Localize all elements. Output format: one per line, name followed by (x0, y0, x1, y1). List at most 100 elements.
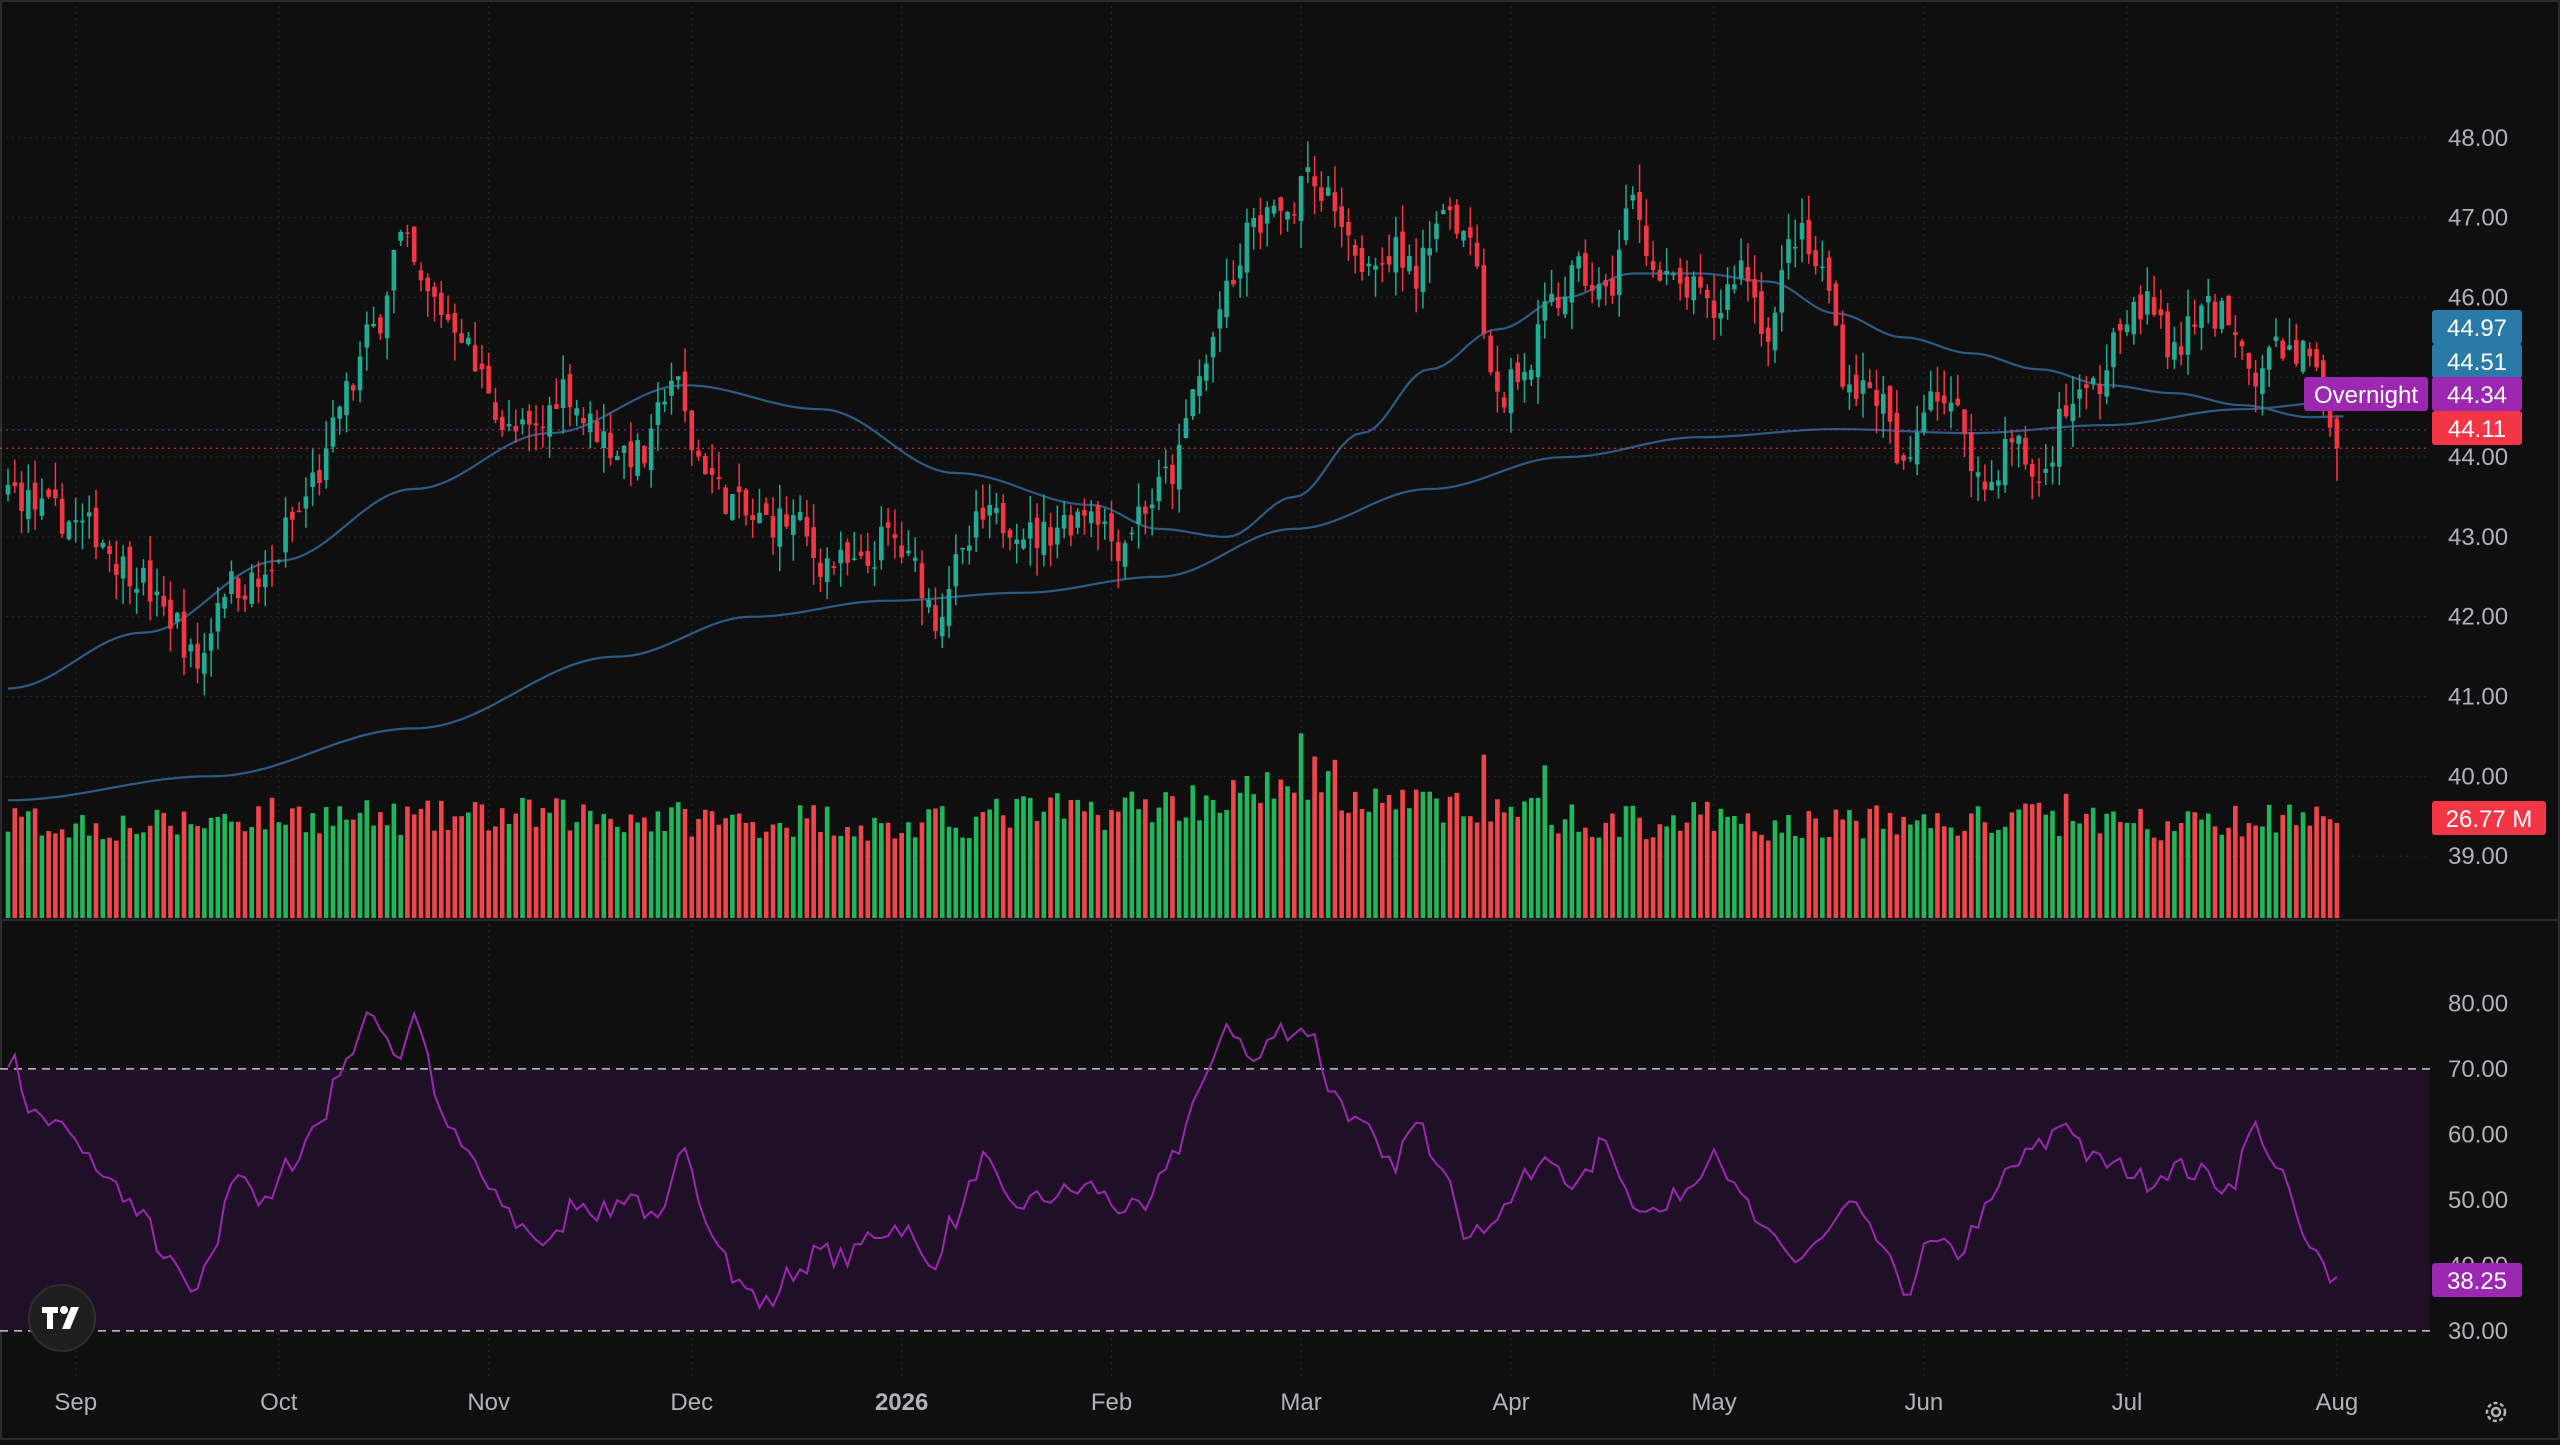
candle-body[interactable] (1143, 506, 1148, 514)
candle-body[interactable] (425, 277, 431, 292)
volume-bar[interactable] (912, 837, 918, 918)
volume-bar[interactable] (1102, 829, 1108, 918)
candle-body[interactable] (1969, 432, 1974, 472)
candle-body[interactable] (1941, 395, 1947, 404)
candle-body[interactable] (1183, 418, 1189, 439)
candle-body[interactable] (161, 595, 167, 607)
volume-bar[interactable] (2226, 827, 2231, 918)
candle-body[interactable] (730, 494, 735, 520)
candle-body[interactable] (926, 600, 932, 608)
volume-bar[interactable] (1468, 816, 1473, 918)
candle-body[interactable] (513, 426, 519, 432)
volume-bar[interactable] (526, 799, 532, 918)
candle-body[interactable] (310, 472, 315, 487)
candle-body[interactable] (872, 567, 877, 569)
candle-body[interactable] (459, 333, 464, 343)
volume-bar[interactable] (1948, 827, 1954, 918)
volume-bar[interactable] (26, 811, 31, 918)
volume-bar[interactable] (1623, 806, 1629, 918)
candle-body[interactable] (1495, 371, 1500, 392)
volume-bar[interactable] (1258, 802, 1263, 918)
volume-bar[interactable] (1095, 815, 1101, 918)
candle-body[interactable] (1982, 481, 1988, 490)
volume-bar[interactable] (953, 827, 959, 918)
volume-bar[interactable] (168, 825, 173, 918)
volume-bar[interactable] (93, 823, 99, 918)
volume-bar[interactable] (1718, 808, 1724, 918)
volume-bar[interactable] (2239, 836, 2245, 918)
volume-bar[interactable] (1738, 823, 1744, 918)
candle-body[interactable] (1644, 225, 1649, 257)
candle-body[interactable] (2138, 294, 2143, 320)
candle-body[interactable] (1772, 312, 1778, 351)
volume-bar[interactable] (2029, 804, 2035, 918)
volume-bar[interactable] (459, 816, 464, 918)
candle-body[interactable] (1576, 256, 1581, 269)
volume-bar[interactable] (1386, 794, 1392, 918)
candle-body[interactable] (1122, 543, 1128, 567)
volume-bar[interactable] (452, 816, 458, 918)
volume-bar[interactable] (1786, 815, 1791, 918)
volume-bar[interactable] (1420, 791, 1426, 918)
volume-bar[interactable] (1346, 812, 1351, 918)
candle-body[interactable] (195, 643, 200, 669)
volume-bar[interactable] (615, 827, 620, 918)
candle-body[interactable] (1088, 511, 1094, 524)
candle-body[interactable] (716, 477, 722, 480)
candle-body[interactable] (384, 295, 390, 339)
candle-body[interactable] (851, 558, 857, 560)
candle-body[interactable] (1996, 480, 2001, 486)
volume-bar[interactable] (1461, 816, 1466, 918)
candle-body[interactable] (1711, 300, 1717, 318)
ma-slow-line[interactable] (8, 400, 2344, 802)
candle-body[interactable] (1671, 273, 1676, 276)
volume-bar[interactable] (1596, 837, 1602, 918)
volume-bar[interactable] (791, 836, 796, 918)
volume-bar[interactable] (1000, 815, 1006, 918)
candle-body[interactable] (1657, 269, 1663, 281)
volume-bar[interactable] (973, 816, 979, 918)
candle-body[interactable] (1481, 265, 1487, 335)
candle-body[interactable] (2145, 291, 2150, 315)
volume-bar[interactable] (1989, 832, 1994, 918)
candle-body[interactable] (960, 547, 965, 550)
volume-bar[interactable] (2165, 821, 2170, 918)
candle-body[interactable] (2280, 340, 2286, 359)
candle-body[interactable] (120, 556, 126, 579)
volume-bar[interactable] (1840, 819, 1845, 918)
volume-bar[interactable] (1759, 834, 1764, 918)
volume-bar[interactable] (493, 826, 498, 918)
candle-body[interactable] (1535, 324, 1541, 378)
candle-body[interactable] (2084, 384, 2089, 389)
candle-body[interactable] (378, 317, 383, 334)
candle-body[interactable] (398, 231, 403, 241)
volume-bar[interactable] (2300, 812, 2306, 918)
volume-bar[interactable] (1867, 808, 1873, 918)
volume-bar[interactable] (1224, 810, 1229, 918)
candle-body[interactable] (2002, 438, 2008, 486)
volume-bar[interactable] (723, 818, 728, 918)
candle-body[interactable] (2178, 346, 2184, 355)
volume-bar[interactable] (1447, 796, 1453, 918)
volume-bar[interactable] (560, 799, 566, 918)
candle-body[interactable] (1319, 187, 1324, 201)
volume-bar[interactable] (2009, 812, 2015, 918)
volume-bar[interactable] (1143, 799, 1148, 918)
volume-bar[interactable] (53, 833, 58, 918)
volume-bar[interactable] (1671, 815, 1676, 918)
candle-body[interactable] (2314, 349, 2319, 368)
candle-body[interactable] (1935, 392, 1940, 402)
volume-bar[interactable] (12, 808, 18, 918)
volume-bar[interactable] (2084, 813, 2089, 918)
moving-averages[interactable] (7, 272, 2344, 802)
volume-bar[interactable] (188, 824, 194, 918)
candle-body[interactable] (1677, 267, 1683, 284)
candle-body[interactable] (86, 512, 92, 517)
volume-bar[interactable] (987, 809, 992, 918)
candle-body[interactable] (1386, 256, 1392, 265)
candle-body[interactable] (337, 406, 343, 419)
candle-body[interactable] (445, 313, 451, 320)
candle-body[interactable] (493, 402, 498, 420)
volume-bar[interactable] (1908, 824, 1913, 918)
